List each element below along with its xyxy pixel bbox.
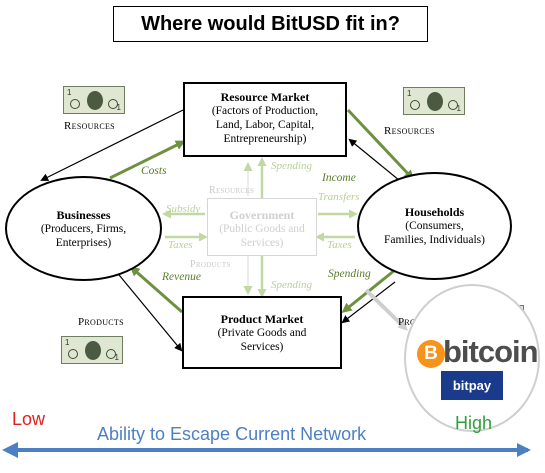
businesses-line1: (Producers, Firms, — [40, 222, 127, 235]
scale-label: Ability to Escape Current Network — [97, 424, 367, 444]
resources-right-label: Resources — [384, 125, 435, 137]
products-gov-label: Products — [190, 259, 231, 270]
costs-label: Costs — [141, 165, 167, 177]
scale-arrow-left-head — [2, 442, 18, 458]
resource-market-line3: Entrepreneurship) — [223, 133, 307, 145]
resource-market-line1: (Factors of Production, — [211, 105, 319, 117]
taxes-left-label: Taxes — [168, 239, 193, 251]
arrow-products-right — [341, 281, 396, 324]
businesses-line2: Enterprises) — [55, 236, 112, 249]
arrow-revenue — [129, 266, 183, 314]
arrow-spending — [341, 268, 396, 313]
product-market-title: Product Market — [220, 312, 304, 326]
businesses-title: Businesses — [56, 207, 111, 222]
spending-right-label: Spending — [328, 268, 371, 280]
taxes-right-label: Taxes — [327, 239, 352, 251]
arrow-products-left — [114, 269, 183, 352]
businesses-ellipse: Businesses (Producers, Firms, Enterprise… — [5, 176, 162, 281]
government-line1: (Public Goods and — [219, 223, 305, 235]
arrow-resources-left — [40, 109, 184, 181]
resource-market-box: Resource Market (Factors of Production, … — [183, 82, 347, 157]
arrow-costs — [109, 140, 186, 180]
subsidy-label: Subsidy — [166, 203, 201, 215]
product-market-line2: Services) — [240, 341, 284, 353]
households-line2: Families, Individuals) — [384, 234, 485, 246]
households-line1: (Consumers, — [405, 220, 464, 232]
government-title: Government — [229, 208, 295, 222]
scale-low-label: Low — [12, 409, 46, 429]
product-market-box: Product Market (Private Goods and Servic… — [182, 296, 342, 369]
households-ellipse: Households (Consumers, Families, Individ… — [357, 172, 512, 280]
bitcoin-logo-icon: B — [417, 340, 445, 368]
government-line2: Services) — [240, 237, 284, 249]
revenue-label: Revenue — [162, 271, 201, 283]
government-box: Government (Public Goods and Services) — [207, 198, 317, 256]
transfers-label: Transfers — [318, 191, 360, 203]
arrow-to-bitcoin — [364, 288, 408, 331]
income-label: Income — [322, 172, 356, 184]
bitcoin-wordmark: bitcoin — [443, 334, 539, 369]
arrow-income — [346, 108, 415, 181]
resource-market-line2: Land, Labor, Capital, — [215, 119, 315, 131]
households-title: Households — [404, 205, 465, 219]
spending-gov-bottom-label: Spending — [271, 279, 312, 291]
scale-high-label: High — [455, 413, 493, 433]
resources-left-label: Resources — [64, 120, 115, 132]
spending-gov-top-label: Spending — [271, 160, 312, 172]
arrow-resources-right — [348, 138, 406, 186]
resource-market-title: Resource Market — [220, 90, 310, 104]
product-market-line1: (Private Goods and — [217, 327, 307, 339]
page-title: Where would BitUSD fit in? — [113, 6, 428, 42]
bitpay-logo: bitpay — [441, 371, 503, 400]
resources-gov-label: Resources — [209, 185, 255, 196]
products-left-label: Products — [78, 316, 124, 328]
